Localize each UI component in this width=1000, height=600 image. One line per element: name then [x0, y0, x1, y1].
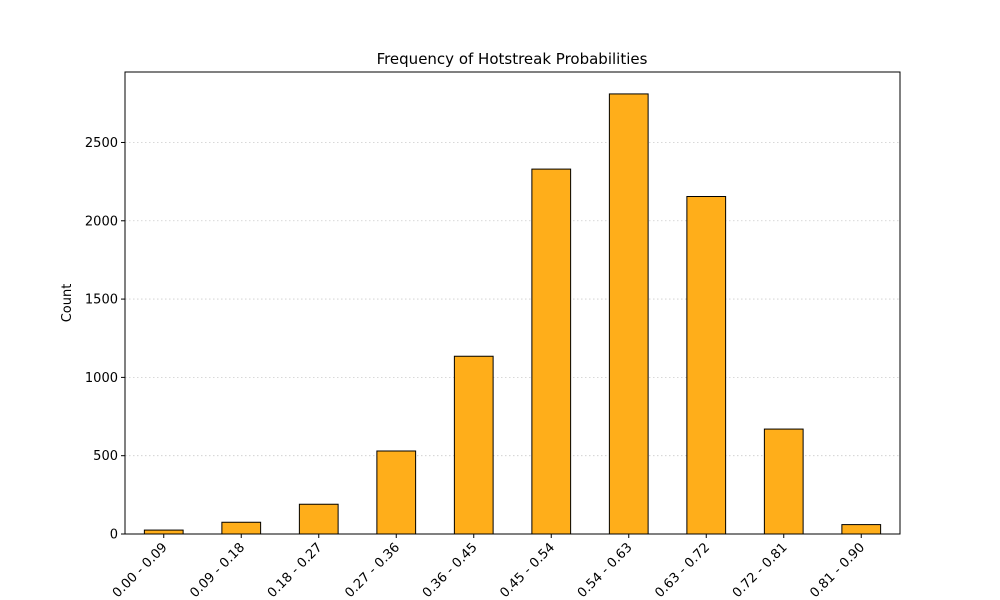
- y-tick-label: 1000: [85, 371, 118, 386]
- x-tick-label: 0.81 - 0.90: [807, 540, 868, 600]
- bar-7: [608, 93, 649, 535]
- bar-9: [763, 428, 804, 535]
- bar-4: [376, 450, 417, 535]
- x-tick-label: 0.00 - 0.09: [110, 540, 171, 600]
- y-tick-label: 1500: [85, 293, 118, 308]
- y-tick-label: 500: [93, 449, 118, 464]
- bar-6: [531, 168, 572, 535]
- y-axis: 0 500 1000 1500 2000 2500: [85, 136, 125, 543]
- bar-8: [686, 196, 727, 535]
- x-tick-label: 0.27 - 0.36: [342, 540, 403, 600]
- y-tick-label: 2500: [85, 136, 118, 151]
- x-axis: 0.00 - 0.09 0.09 - 0.18 0.18 - 0.27 0.27 - …: [110, 534, 868, 600]
- y-axis-label: Count: [60, 284, 75, 323]
- y-tick-label: 0: [110, 528, 118, 543]
- grid-lines: [125, 142, 900, 457]
- x-tick-label: 0.09 - 0.18: [187, 540, 248, 600]
- bars: [143, 93, 882, 535]
- x-tick-label: 0.18 - 0.27: [265, 540, 326, 600]
- bar-3: [298, 503, 339, 535]
- x-tick-label: 0.54 - 0.63: [575, 540, 636, 600]
- x-tick-label: 0.45 - 0.54: [497, 540, 558, 600]
- x-tick-label: 0.36 - 0.45: [420, 540, 481, 600]
- bar-10: [841, 524, 882, 535]
- bar-2: [221, 521, 262, 535]
- x-tick-label: 0.72 - 0.81: [730, 540, 791, 600]
- bar-1: [143, 529, 184, 535]
- chart-title: Frequency of Hotstreak Probabilities: [377, 50, 648, 68]
- plot-frame: [124, 71, 901, 535]
- x-tick-label: 0.63 - 0.72: [652, 540, 713, 600]
- bar-5: [453, 355, 494, 535]
- y-tick-label: 2000: [85, 214, 118, 229]
